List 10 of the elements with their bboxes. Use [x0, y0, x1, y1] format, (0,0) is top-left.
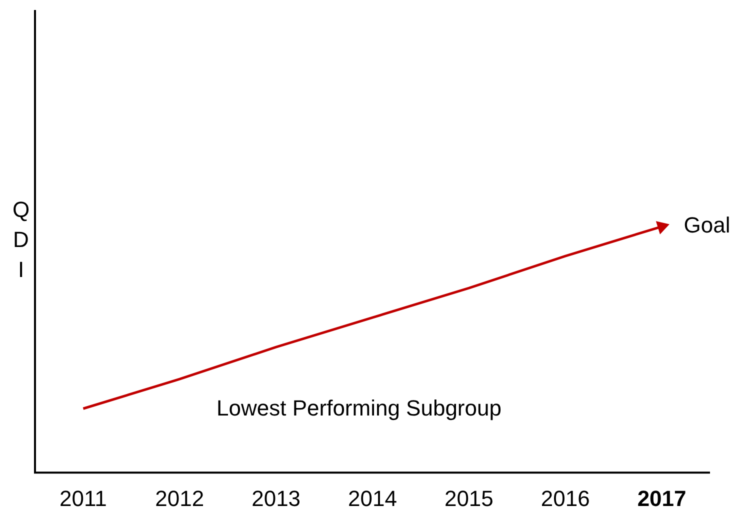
x-tick-label: 2014: [348, 486, 397, 511]
x-tick-label: 2011: [60, 486, 107, 511]
x-tick-label: 2017: [637, 486, 686, 511]
annotation: Lowest Performing Subgroup: [216, 396, 502, 421]
x-tick-label: 2012: [155, 486, 204, 511]
x-tick-label: 2013: [252, 486, 301, 511]
y-axis-title: QDI: [11, 196, 31, 284]
x-tick-label: 2016: [540, 486, 590, 511]
annotation: Goal: [684, 212, 730, 238]
x-tick-label: 2015: [444, 486, 494, 511]
